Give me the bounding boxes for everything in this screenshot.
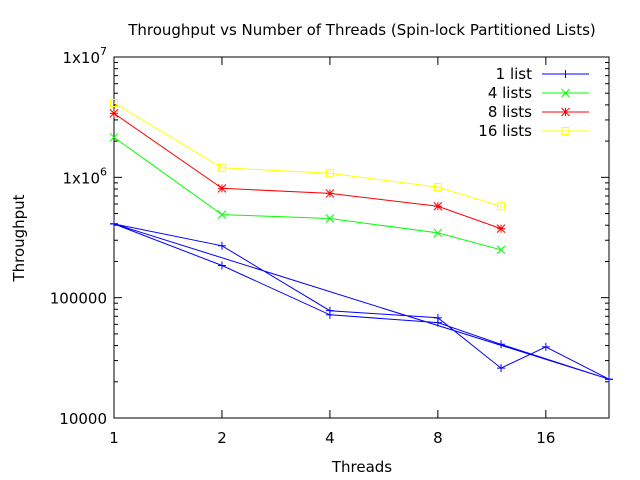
series-4-lists	[109, 132, 506, 255]
legend-label: 16 lists	[478, 122, 532, 140]
legend-label: 8 lists	[488, 103, 532, 121]
y-tick-label: 10000	[59, 410, 107, 428]
plot-frame	[113, 56, 610, 419]
y-tick-label: 1x106	[62, 165, 107, 187]
series-line	[113, 112, 502, 230]
data-point	[217, 210, 227, 219]
x-axis: 1 2 4 8 16	[109, 57, 555, 447]
data-point	[497, 202, 506, 211]
y-axis: 10000 100000 1x106 1x107	[50, 45, 609, 428]
data-point	[325, 310, 334, 319]
data-point	[217, 163, 226, 172]
data-point	[561, 70, 570, 78]
legend-label: 4 lists	[488, 84, 532, 102]
data-point	[541, 342, 550, 351]
data-point	[110, 98, 118, 107]
series-line	[113, 102, 502, 207]
x-tick-label: 4	[325, 429, 335, 447]
data-point	[497, 364, 506, 373]
x-tick-label: 16	[536, 429, 555, 447]
legend-item: 16 lists	[478, 122, 589, 140]
data-point	[217, 183, 227, 193]
series-16-lists	[110, 98, 506, 211]
data-point	[325, 214, 335, 223]
data-point	[109, 109, 119, 118]
x-tick-label: 8	[433, 429, 443, 447]
data-point	[497, 340, 506, 349]
series-line	[113, 223, 610, 380]
series-8-lists	[109, 109, 506, 233]
data-point	[561, 88, 570, 98]
x-tick-label: 1	[109, 429, 119, 447]
legend-label: 1 list	[496, 65, 532, 83]
y-axis-title: Throughput	[10, 194, 28, 282]
data-point	[496, 224, 506, 233]
data-point	[217, 241, 226, 250]
data-point	[561, 127, 570, 135]
data-point	[605, 375, 613, 384]
data-point	[496, 245, 506, 255]
x-axis-title: Threads	[331, 458, 392, 476]
plot-border	[113, 56, 610, 419]
data-point	[433, 228, 443, 238]
legend-item: 8 lists	[488, 103, 589, 121]
chart-title: Throughput vs Number of Threads (Spin-lo…	[127, 21, 596, 39]
series-1-list	[110, 219, 613, 384]
data-point	[110, 219, 118, 228]
series-layer	[109, 98, 613, 384]
data-point	[109, 132, 119, 142]
y-tick-label: 1x107	[62, 45, 107, 67]
data-point	[433, 183, 442, 192]
data-point	[217, 261, 226, 270]
data-point	[433, 318, 442, 327]
y-tick-label: 100000	[50, 290, 107, 308]
data-point	[561, 107, 570, 117]
legend-item: 1 list	[496, 65, 589, 83]
data-point	[433, 201, 443, 211]
data-point	[325, 189, 335, 198]
data-point	[325, 169, 334, 178]
legend-item: 4 lists	[488, 84, 589, 102]
x-tick-label: 2	[217, 429, 227, 447]
